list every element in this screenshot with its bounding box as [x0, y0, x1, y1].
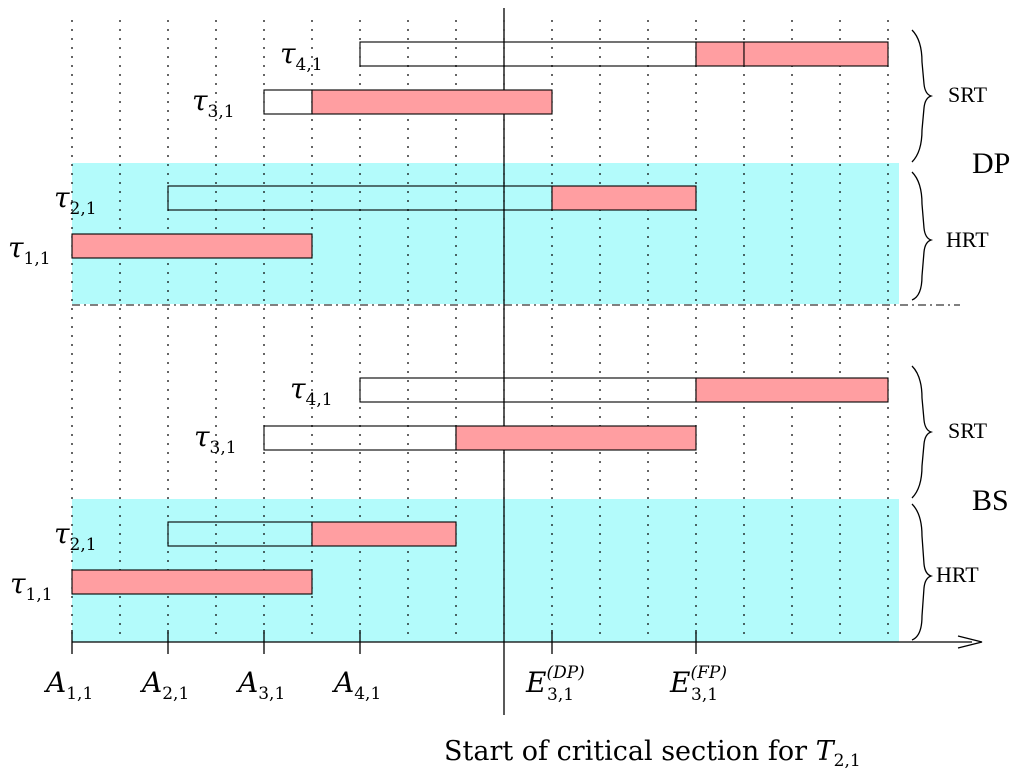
task-subscript: 3,1	[210, 438, 237, 458]
tick-symbol: E	[669, 666, 690, 699]
axis-tick-label: A3,1	[235, 666, 285, 704]
task-symbol: τ	[10, 567, 26, 600]
caption-text: Start of critical section for	[444, 736, 816, 767]
exec-bar	[71, 233, 313, 259]
caption-subscript: 2,1	[834, 751, 861, 771]
exec-bar	[551, 185, 697, 211]
task-subscript: 3,1	[208, 102, 235, 122]
exec-bar	[311, 89, 553, 115]
task-symbol: τ	[194, 420, 210, 453]
brace-bs-srt	[911, 365, 934, 499]
exec-bar	[743, 41, 889, 67]
task-subscript: 2,1	[70, 199, 97, 219]
tick-subscript: 3,1	[547, 685, 574, 705]
axis-ticks: A1,1 A2,1 A3,1 A4,1 E(DP) 3,1 E(FP) 3,1	[43, 630, 727, 705]
exec-bar	[311, 521, 457, 547]
dp-task-bars	[71, 41, 889, 259]
task-label: τ1,1	[8, 231, 51, 269]
wait-bar	[359, 41, 697, 67]
wait-bar	[359, 377, 697, 403]
tick-subscript: 3,1	[258, 684, 285, 704]
task-symbol: τ	[290, 372, 306, 405]
exec-bar	[455, 425, 697, 451]
tick-subscript: 1,1	[66, 684, 93, 704]
task-symbol: τ	[192, 84, 208, 117]
tick-subscript: 2,1	[162, 684, 189, 704]
axis-tick-label: A1,1	[43, 666, 93, 704]
tick-superscript: (DP)	[546, 663, 584, 683]
task-label: τ2,1	[54, 181, 97, 219]
exec-bar	[695, 377, 889, 403]
task-symbol: τ	[54, 517, 70, 550]
bs-srt-label: SRT	[948, 418, 988, 443]
task-label: τ3,1	[194, 420, 237, 458]
brace-bs-hrt	[911, 503, 934, 641]
time-axis-arrow	[957, 635, 983, 649]
task-symbol: τ	[54, 181, 70, 214]
axis-tick-label: E(DP) 3,1	[525, 663, 585, 705]
task-label: τ3,1	[192, 84, 235, 122]
tick-symbol: A	[235, 666, 258, 699]
caption-symbol: T	[816, 736, 836, 767]
task-subscript: 4,1	[306, 390, 333, 410]
caption: Start of critical section for T2,1	[444, 736, 861, 771]
tick-symbol: A	[331, 666, 354, 699]
exec-bar	[71, 569, 313, 595]
task-label: τ2,1	[54, 517, 97, 555]
tick-subscript: 3,1	[691, 685, 718, 705]
axis-tick-label: E(FP) 3,1	[669, 663, 727, 705]
tick-symbol: A	[139, 666, 162, 699]
brace-dp-hrt	[911, 171, 934, 301]
wait-bar	[263, 89, 313, 115]
dp-srt-label: SRT	[948, 82, 988, 107]
bs-section-label: BS	[972, 484, 1009, 517]
bs-task-bars	[71, 377, 889, 595]
task-labels: τ4,1τ3,1τ2,1τ1,1τ4,1τ3,1τ2,1τ1,1	[8, 37, 333, 605]
task-symbol: τ	[8, 231, 24, 264]
task-subscript: 1,1	[26, 585, 53, 605]
task-label: τ4,1	[280, 37, 323, 75]
tick-subscript: 4,1	[354, 684, 381, 704]
task-subscript: 4,1	[296, 55, 323, 75]
task-symbol: τ	[280, 37, 296, 70]
brace-dp-srt	[911, 29, 934, 163]
task-label: τ4,1	[290, 372, 333, 410]
tick-symbol: E	[525, 666, 546, 699]
tick-symbol: A	[43, 666, 66, 699]
dp-section-label: DP	[972, 147, 1010, 180]
dp-hrt-label: HRT	[946, 227, 989, 252]
axis-tick-label: A4,1	[331, 666, 381, 704]
task-subscript: 1,1	[24, 249, 51, 269]
wait-bar	[263, 425, 457, 451]
exec-bar	[695, 41, 745, 67]
task-subscript: 2,1	[70, 535, 97, 555]
tick-superscript: (FP)	[690, 663, 727, 683]
task-label: τ1,1	[10, 567, 53, 605]
axis-tick-label: A2,1	[139, 666, 189, 704]
bs-hrt-label: HRT	[936, 562, 979, 587]
